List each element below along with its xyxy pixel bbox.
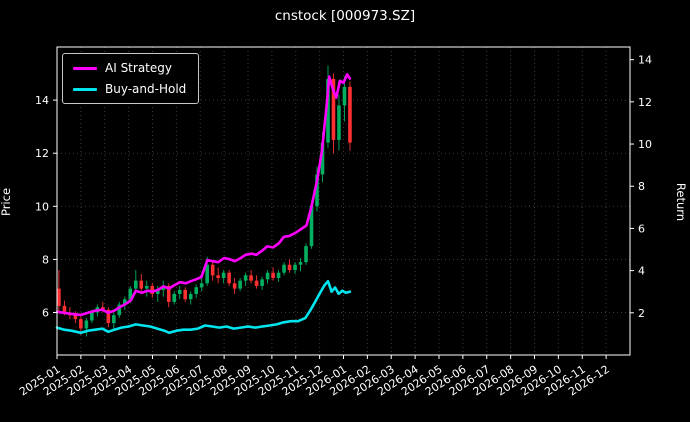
candle-body: [260, 279, 264, 286]
candle-body: [199, 283, 204, 288]
return-tick-label: 8: [638, 180, 645, 193]
candle-body: [227, 272, 231, 284]
price-tick-label: 6: [42, 307, 49, 320]
candle-body: [326, 78, 330, 143]
candle-body: [117, 304, 122, 316]
return-tick-label: 6: [638, 222, 645, 235]
price-tick-label: 8: [42, 253, 49, 266]
candle-body: [221, 272, 226, 278]
chart-title: cnstock [000973.SZ]: [274, 8, 416, 24]
candle-body: [183, 289, 188, 300]
buy-and-hold-polyline: [55, 279, 352, 335]
candle-body: [155, 289, 160, 294]
legend-item-buy-and-hold: Buy-and-Hold: [73, 82, 186, 96]
x-axis: 2025-012025-022025-032025-042025-052025-…: [17, 355, 612, 399]
return-tick-label: 2: [638, 307, 645, 320]
candle-body: [271, 272, 275, 278]
candle-body: [348, 86, 352, 143]
candle-body: [331, 78, 336, 140]
price-tick-label: 14: [35, 94, 49, 107]
candle-body: [342, 86, 347, 106]
candle-body: [276, 272, 281, 278]
candle-body: [139, 280, 144, 289]
candle-body: [73, 315, 78, 320]
candle-body: [265, 272, 270, 280]
candle-body: [128, 288, 133, 300]
buy-and-hold-line: [55, 279, 352, 335]
buy-and-hold-line-swatch: [73, 87, 97, 91]
candle-body: [320, 142, 325, 175]
candle-body: [188, 293, 193, 300]
candle-body: [133, 280, 138, 289]
candle-body: [112, 315, 116, 324]
candle-body: [90, 312, 94, 321]
return-tick-label: 4: [638, 265, 645, 278]
candle-body: [123, 299, 127, 305]
candle-body: [249, 275, 253, 281]
candle-body: [62, 305, 67, 313]
candles: [57, 65, 352, 337]
candle-body: [254, 280, 259, 286]
candle-body: [84, 320, 89, 329]
candle-body: [282, 264, 286, 273]
candle-body: [106, 309, 111, 324]
candle-body: [232, 283, 237, 289]
candle-body: [57, 288, 61, 306]
return-tick-label: 12: [638, 96, 652, 109]
ai-strategy-line-swatch: [73, 66, 97, 70]
price-tick-label: 10: [35, 200, 49, 213]
candle-body: [309, 206, 314, 247]
candle-body: [205, 264, 209, 284]
candle-body: [287, 264, 292, 271]
legend-item-ai-strategy: AI Strategy: [73, 61, 186, 75]
candle-body: [172, 293, 177, 302]
candle-body: [144, 285, 149, 289]
candle-body: [298, 262, 303, 265]
return-tick-label: 14: [638, 54, 652, 67]
candle-body: [161, 285, 166, 290]
candle-body: [166, 285, 171, 302]
legend-label-buy-and-hold: Buy-and-Hold: [105, 82, 187, 96]
candle-body: [177, 289, 182, 294]
y-axis-return: 2 4 6 8 10 12 14: [630, 54, 652, 320]
candle-body: [304, 246, 308, 263]
candle-body: [315, 174, 319, 207]
ai-strategy-line: [55, 73, 352, 317]
candle-body: [216, 275, 220, 278]
candle-body: [337, 105, 341, 140]
legend: AI Strategy Buy-and-Hold: [62, 53, 200, 104]
y-axis-price: 6 8 10 12 14: [35, 94, 57, 320]
return-tick-label: 10: [638, 138, 652, 151]
candle-body: [293, 264, 297, 271]
candle-body: [150, 285, 155, 294]
price-tick-label: 12: [35, 147, 49, 160]
legend-label-ai-strategy: AI Strategy: [105, 61, 172, 75]
gridlines: [56, 47, 630, 355]
ai-strategy-polyline: [55, 73, 352, 317]
candle-body: [238, 280, 242, 289]
candle-body: [210, 264, 215, 276]
candle-body: [79, 319, 83, 329]
candle-body: [243, 275, 248, 281]
candle-body: [194, 287, 198, 294]
